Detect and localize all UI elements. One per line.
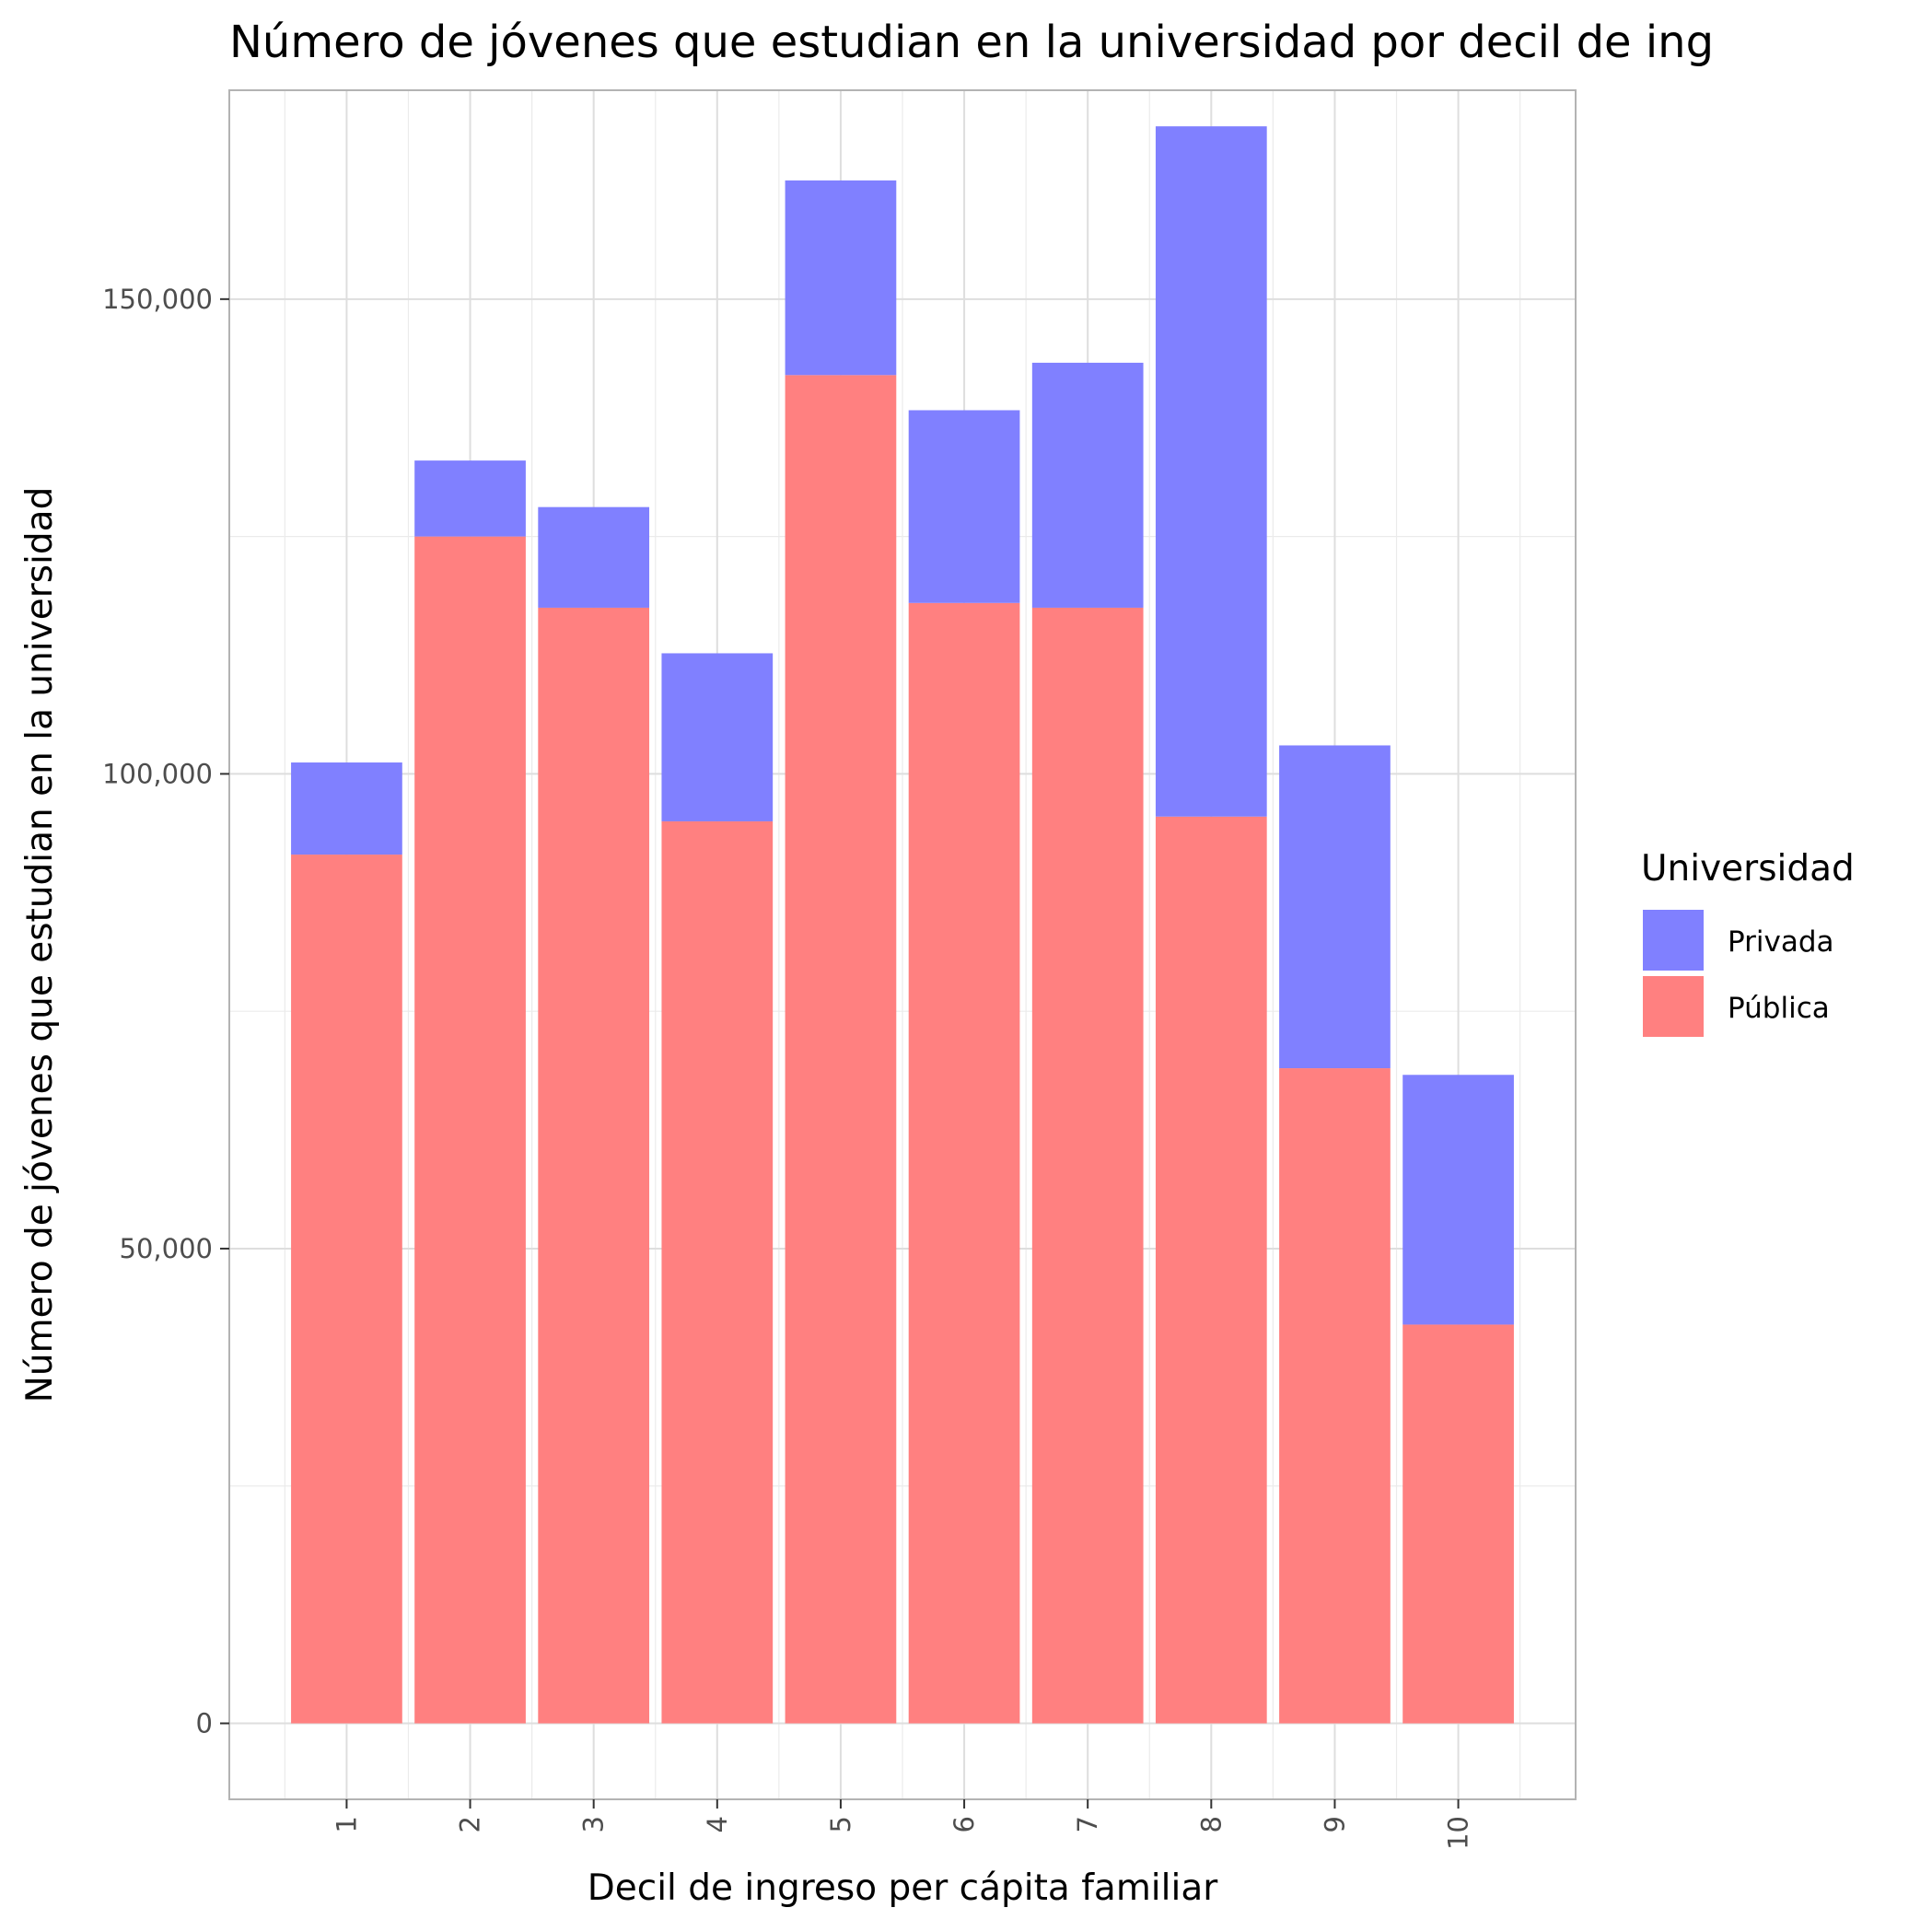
bar-publica-decil-2 (414, 536, 526, 1724)
bar-publica-decil-9 (1279, 1068, 1391, 1724)
bar-privada-decil-10 (1402, 1075, 1514, 1325)
x-tick-label: 4 (702, 1816, 733, 1832)
panel-border (228, 89, 1577, 1800)
y-tick-label: 100,000 (102, 758, 213, 789)
bar-publica-decil-6 (908, 602, 1020, 1724)
bar-publica-decil-5 (785, 375, 897, 1724)
x-tick-label: 9 (1319, 1816, 1350, 1832)
bar-privada-decil-8 (1155, 126, 1267, 817)
bars (291, 126, 1514, 1724)
x-tick-label: 3 (578, 1816, 610, 1832)
x-tick-label: 8 (1195, 1816, 1227, 1832)
x-axis: 1 2 3 4 5 6 7 8 9 10 (331, 1799, 1474, 1850)
x-tick-label: 2 (455, 1816, 486, 1832)
legend-label-publica: Pública (1728, 992, 1830, 1025)
legend-key-publica (1643, 976, 1704, 1037)
bar-publica-decil-4 (661, 820, 774, 1724)
bar-publica-decil-8 (1155, 816, 1267, 1724)
y-tick-label: 150,000 (102, 284, 213, 315)
y-tick-label: 50,000 (120, 1233, 213, 1264)
bar-privada-decil-1 (291, 762, 402, 855)
legend-label-privada: Privada (1728, 925, 1834, 959)
bar-publica-decil-10 (1402, 1324, 1514, 1724)
y-axis-title: Número de jóvenes que estudian en la uni… (19, 487, 61, 1403)
bar-privada-decil-2 (414, 460, 526, 537)
bar-publica-decil-3 (538, 607, 650, 1724)
bar-privada-decil-3 (538, 506, 650, 608)
x-tick-label: 10 (1443, 1816, 1474, 1850)
x-tick-label: 7 (1072, 1816, 1103, 1832)
legend-key-privada (1643, 910, 1704, 971)
legend-title: Universidad (1641, 848, 1855, 890)
x-tick-label: 1 (331, 1816, 362, 1832)
bar-publica-decil-1 (291, 855, 402, 1724)
bar-privada-decil-9 (1279, 745, 1391, 1069)
bar-privada-decil-4 (661, 653, 774, 821)
x-axis-title: Decil de ingreso per cápita familiar (588, 1867, 1218, 1909)
y-axis: 0 50,000 100,000 150,000 (102, 284, 229, 1739)
x-tick-label: 5 (825, 1816, 856, 1832)
x-tick-label: 6 (949, 1816, 980, 1832)
bar-privada-decil-5 (785, 180, 897, 376)
bar-privada-decil-7 (1031, 362, 1144, 608)
bar-privada-decil-6 (908, 410, 1020, 603)
legend: Universidad Privada Pública (1641, 848, 1855, 1037)
plot-title: Número de jóvenes que estudian en la uni… (229, 17, 1714, 68)
y-tick-label: 0 (196, 1708, 213, 1739)
bar-publica-decil-7 (1031, 607, 1144, 1724)
